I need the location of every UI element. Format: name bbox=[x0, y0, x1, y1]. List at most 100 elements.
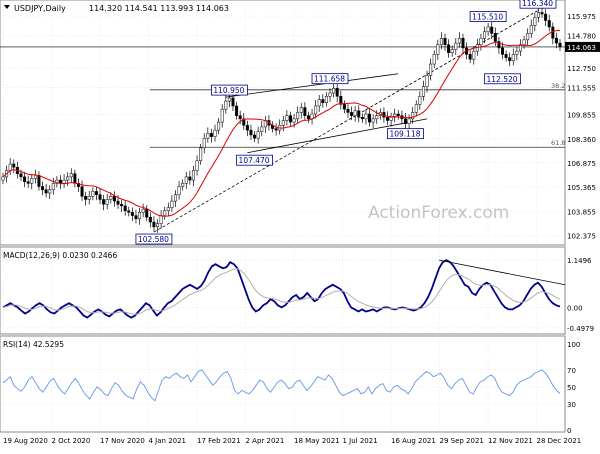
price-tick-label: 114.780 bbox=[567, 32, 596, 40]
candle-body bbox=[454, 42, 458, 50]
time-tick-label: 12 Nov 2021 bbox=[488, 437, 533, 445]
candle-body bbox=[321, 99, 325, 103]
price-label-text: 112.520 bbox=[487, 75, 518, 84]
time-tick-label: 29 Sep 2021 bbox=[440, 437, 484, 445]
candle-body bbox=[436, 44, 440, 55]
time-tick-label: 28 Dec 2021 bbox=[537, 437, 582, 445]
candle-body bbox=[141, 208, 145, 213]
candle-body bbox=[170, 200, 174, 208]
price-label-box bbox=[135, 233, 173, 245]
candle-body bbox=[48, 189, 52, 194]
macd-lines bbox=[2, 259, 566, 319]
candle-body bbox=[102, 199, 106, 205]
candle-body bbox=[540, 12, 544, 15]
candle-body bbox=[522, 39, 526, 45]
candle-body bbox=[73, 173, 77, 184]
candle-body bbox=[242, 118, 246, 126]
candle-body bbox=[306, 115, 310, 120]
time-tick-label: 2 Oct 2020 bbox=[52, 437, 91, 445]
time-tick-label: 4 Jan 2021 bbox=[149, 437, 187, 445]
candle-body bbox=[1, 176, 5, 181]
price-label-box bbox=[236, 154, 273, 166]
candle-body bbox=[461, 37, 465, 49]
candle-body bbox=[213, 129, 217, 137]
candle-body bbox=[339, 96, 343, 105]
candle-body bbox=[145, 208, 149, 218]
candle-body bbox=[350, 112, 354, 116]
candle-body bbox=[504, 54, 508, 58]
candle-body bbox=[497, 41, 501, 49]
candle-body bbox=[163, 210, 167, 216]
candle-body bbox=[148, 216, 152, 223]
candle-body bbox=[479, 37, 483, 45]
candle-body bbox=[188, 176, 192, 181]
candle-body bbox=[332, 87, 336, 94]
rsi-panel-frame bbox=[0, 335, 566, 433]
candle-body bbox=[173, 194, 177, 202]
fib-label: 38.2 bbox=[551, 82, 565, 90]
candle-body bbox=[486, 26, 490, 33]
candle-body bbox=[511, 54, 515, 62]
rsi-line bbox=[2, 369, 561, 402]
dashed-trend-line bbox=[153, 9, 539, 233]
candle-body bbox=[231, 97, 235, 107]
rsi-line bbox=[2, 369, 561, 402]
current-price-tag bbox=[565, 41, 600, 52]
candle-body bbox=[296, 112, 300, 120]
price-label-text: 109.118 bbox=[389, 130, 420, 139]
candle-body bbox=[274, 128, 278, 131]
trend-lines bbox=[153, 9, 539, 233]
time-tick-label: 18 May 2021 bbox=[294, 437, 340, 445]
candle-body bbox=[98, 194, 102, 200]
channel-lower-line bbox=[247, 118, 428, 154]
price-tick-label: 109.855 bbox=[567, 112, 596, 120]
price-labels: 116.340 115.510 112.520 111.658 110.950 109.1… bbox=[135, 0, 557, 245]
price-tick-label: 103.855 bbox=[567, 208, 596, 216]
axis-labels: 115.975 114.780 114.063 112.750 111.555 109.8… bbox=[3, 13, 600, 445]
candle-body bbox=[288, 115, 292, 123]
ohlc-header: 114.320 114.541 113.993 114.063 bbox=[89, 4, 229, 13]
candle-body bbox=[256, 131, 260, 139]
candle-body bbox=[314, 105, 318, 115]
rsi-label: RSI(14) 42.5295 bbox=[3, 340, 64, 349]
candle-body bbox=[468, 54, 472, 60]
candle-body bbox=[421, 86, 425, 97]
candle-body bbox=[450, 49, 454, 54]
candle-body bbox=[432, 54, 436, 65]
candle-body bbox=[202, 137, 206, 149]
candle-body bbox=[529, 25, 533, 34]
candle-body bbox=[403, 118, 407, 124]
candle-body bbox=[80, 186, 84, 197]
candle-body bbox=[199, 147, 203, 162]
price-label-box bbox=[311, 73, 349, 85]
price-label-text: 111.658 bbox=[314, 75, 345, 84]
channel-upper-line bbox=[225, 73, 399, 98]
candle-body bbox=[396, 113, 400, 116]
current-price-tag-text: 114.063 bbox=[567, 44, 596, 52]
candle-body bbox=[508, 57, 512, 62]
ma-line bbox=[2, 29, 561, 217]
price-tick-label: 102.375 bbox=[567, 232, 596, 240]
candle-body bbox=[536, 12, 540, 18]
candle-body bbox=[41, 186, 45, 191]
price-label-box bbox=[469, 11, 507, 22]
candle-body bbox=[317, 99, 321, 107]
candle-body bbox=[425, 75, 429, 87]
candle-body bbox=[195, 160, 199, 171]
candle-body bbox=[375, 115, 379, 120]
candle-body bbox=[55, 179, 59, 184]
price-label-text: 115.510 bbox=[472, 13, 503, 22]
candle-body bbox=[389, 116, 393, 121]
candle-body bbox=[123, 205, 127, 212]
candle-body bbox=[342, 104, 346, 110]
candle-body bbox=[206, 133, 210, 139]
price-tick-label: 105.365 bbox=[567, 184, 596, 192]
candle-body bbox=[94, 191, 98, 195]
fib-label: 61.8 bbox=[551, 139, 565, 147]
candle-body bbox=[411, 112, 415, 120]
candle-body bbox=[292, 118, 296, 123]
rsi-tick-label: 30 bbox=[567, 401, 576, 409]
candle-body bbox=[493, 33, 497, 42]
